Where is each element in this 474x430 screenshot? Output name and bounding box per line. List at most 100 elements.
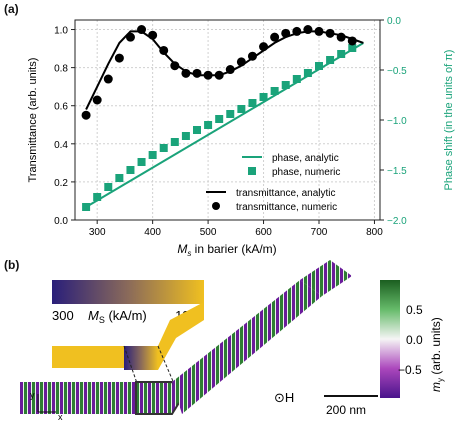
left-tick-label: 0.0 xyxy=(54,216,68,227)
x-tick-label: 800 xyxy=(366,227,383,238)
transmittance-phase-chart: 300 400 500 600 700 800 0.0 0.2 0.4 0.6 0.8 1.0 −2… xyxy=(27,16,455,258)
left-axis-label: Transmittance (arb. units) xyxy=(27,58,39,183)
point-phase-numeric xyxy=(259,93,268,101)
panel-label-b: (b) xyxy=(4,258,20,272)
point-phase-numeric xyxy=(326,56,335,64)
point-phase-numeric xyxy=(270,87,279,95)
colorbar-tick-1: 0.5 xyxy=(406,303,423,317)
legend-label-phase-analytic: phase, analytic xyxy=(272,153,339,164)
point-phase-numeric xyxy=(337,50,346,58)
point-phase-numeric xyxy=(237,105,246,113)
point-transmittance-numeric xyxy=(137,25,147,35)
panel-label-a: (a) xyxy=(4,2,19,16)
waveguide-end xyxy=(300,260,352,296)
colorbar-label: my (arb. units) xyxy=(429,317,445,392)
left-axis-ticks: 0.0 0.2 0.4 0.6 0.8 1.0 xyxy=(54,26,75,227)
point-transmittance-numeric xyxy=(148,30,158,40)
x-tick-label: 300 xyxy=(89,227,106,238)
point-phase-numeric xyxy=(215,115,224,123)
waveguide-diagonal xyxy=(172,280,322,414)
left-tick-label: 0.4 xyxy=(54,140,68,151)
point-phase-numeric xyxy=(348,44,357,52)
point-phase-numeric xyxy=(181,132,190,140)
left-tick-label: 0.8 xyxy=(54,64,68,75)
point-transmittance-numeric xyxy=(214,70,224,80)
point-phase-numeric xyxy=(115,174,124,182)
ms-label-var: MS (kA/m) xyxy=(88,308,147,325)
left-tick-label: 0.2 xyxy=(54,178,68,189)
right-tick-label: −2.0 xyxy=(387,216,407,227)
right-tick-label: −1.5 xyxy=(387,166,407,177)
field-direction-label: ⊙H xyxy=(274,390,294,405)
point-transmittance-numeric xyxy=(125,32,135,42)
point-transmittance-numeric xyxy=(336,32,346,42)
right-tick-label: 0.0 xyxy=(387,16,401,27)
colorbar-tick-2: 0.0 xyxy=(406,333,423,347)
point-phase-numeric xyxy=(248,99,257,107)
point-transmittance-numeric xyxy=(92,95,102,105)
point-transmittance-numeric xyxy=(270,32,280,42)
point-phase-numeric xyxy=(292,75,301,83)
point-phase-numeric xyxy=(126,166,135,174)
point-phase-numeric xyxy=(137,158,146,166)
point-phase-numeric xyxy=(193,126,201,134)
axis-y-label: y xyxy=(30,390,35,400)
left-tick-label: 1.0 xyxy=(54,26,68,37)
legend-swatch-transmittance-numeric xyxy=(212,202,220,210)
legend-label-transmittance-numeric: transmittance, numeric xyxy=(236,202,337,213)
point-phase-numeric xyxy=(226,110,235,118)
right-axis-label: Phase shift (in the units of π) xyxy=(443,50,455,191)
waveguide-barrier xyxy=(135,381,184,415)
point-transmittance-numeric xyxy=(103,74,113,84)
point-transmittance-numeric xyxy=(170,61,180,71)
series-layer xyxy=(81,25,364,211)
ms-gradient-bar xyxy=(52,280,204,304)
point-transmittance-numeric xyxy=(181,68,191,78)
x-tick-label: 500 xyxy=(200,227,217,238)
right-tick-label: −0.5 xyxy=(387,66,407,77)
x-tick-label: 400 xyxy=(144,227,161,238)
point-phase-numeric xyxy=(204,121,213,129)
point-transmittance-numeric xyxy=(247,51,257,61)
inset-guide-2 xyxy=(157,345,176,387)
point-transmittance-numeric xyxy=(114,53,124,63)
legend-label-phase-numeric: phase, numeric xyxy=(272,167,340,178)
point-transmittance-numeric xyxy=(159,45,169,55)
inset-yellow-left xyxy=(52,346,124,368)
point-transmittance-numeric xyxy=(259,42,269,52)
inset-yellow-right xyxy=(158,302,204,370)
point-phase-numeric xyxy=(281,81,290,89)
legend-swatch-phase-numeric xyxy=(248,167,256,175)
series-line-transmittance-analytic xyxy=(85,30,364,110)
point-phase-numeric xyxy=(93,193,102,201)
x-axis-ticks: 300 400 500 600 700 800 xyxy=(89,220,383,238)
point-transmittance-numeric xyxy=(203,70,213,80)
point-phase-numeric xyxy=(315,62,323,70)
x-tick-label: 700 xyxy=(311,227,328,238)
point-transmittance-numeric xyxy=(314,26,324,36)
point-phase-numeric xyxy=(104,183,113,191)
point-phase-numeric xyxy=(148,151,157,159)
axis-x-label: x xyxy=(58,412,63,422)
waveguide-input xyxy=(20,382,136,414)
point-phase-numeric xyxy=(159,144,168,152)
colorbar xyxy=(380,280,400,398)
point-transmittance-numeric xyxy=(347,36,357,46)
point-transmittance-numeric xyxy=(292,26,302,36)
point-transmittance-numeric xyxy=(281,28,291,38)
right-tick-label: −1.0 xyxy=(387,116,407,127)
point-phase-numeric xyxy=(82,203,91,211)
waveguide-illustration: 300 MS (kA/m) 1200 y x ⊙H 200 nm 0.5 0.0… xyxy=(20,260,445,422)
ms-label-min: 300 xyxy=(52,308,74,323)
point-phase-numeric xyxy=(170,138,179,146)
scale-bar-label: 200 nm xyxy=(326,403,366,417)
x-axis-label: Ms in barier (kA/m) xyxy=(177,242,276,258)
inset-guide-1 xyxy=(123,345,139,387)
right-axis-ticks: −2.0 −1.5 −1.0 −0.5 0.0 xyxy=(380,16,407,227)
left-tick-label: 0.6 xyxy=(54,102,68,113)
point-phase-numeric xyxy=(303,69,312,77)
point-transmittance-numeric xyxy=(192,68,202,78)
point-transmittance-numeric xyxy=(225,65,235,75)
series-line-phase-analytic xyxy=(85,42,364,208)
inset-barrier-gradient xyxy=(124,346,158,370)
